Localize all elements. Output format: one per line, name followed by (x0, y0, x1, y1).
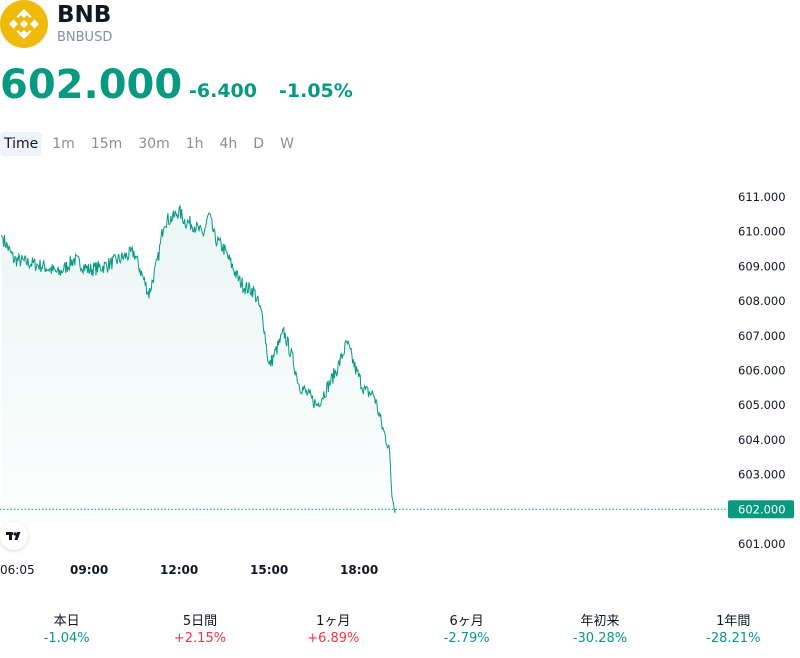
tab-30m[interactable]: 30m (138, 136, 170, 152)
perf-value: -28.21% (706, 631, 761, 646)
tab-time[interactable]: Time (0, 132, 43, 156)
tab-4h[interactable]: 4h (219, 136, 238, 152)
perf-label: 5日間 (182, 614, 218, 629)
perf-1m[interactable]: 1ヶ月 +6.89% (267, 610, 400, 646)
y-tick-label: 603.000 (738, 468, 786, 482)
last-price: 602.000 (0, 62, 183, 108)
perf-label: 1ヶ月 (316, 614, 351, 629)
bnb-logo (0, 0, 48, 48)
y-tick-label: 610.000 (738, 225, 786, 239)
x-tick-label: 09:00 (70, 563, 108, 577)
last-price-badge-label: 602.000 (738, 502, 786, 516)
x-tick-label: 15:00 (250, 563, 288, 577)
symbol-name: BNB (57, 2, 112, 28)
price-line (0, 204, 396, 513)
change-percent: -1.05% (279, 80, 353, 102)
x-tick-label: 06:05 (0, 563, 35, 577)
perf-value: +6.89% (307, 631, 360, 646)
y-tick-label: 604.000 (738, 433, 786, 447)
price-chart[interactable]: 611.000 610.000 609.000 608.000 607.000 606.0… (0, 180, 800, 590)
tab-d[interactable]: D (253, 136, 265, 152)
symbol-pair: BNBUSD (57, 30, 113, 45)
y-tick-label: 606.000 (738, 364, 786, 378)
tab-w[interactable]: W (280, 136, 294, 152)
y-tick-label: 605.000 (738, 398, 786, 412)
last-price-badge (728, 500, 794, 519)
tab-15m[interactable]: 15m (90, 136, 123, 152)
perf-6m[interactable]: 6ヶ月 -2.79% (400, 610, 533, 646)
tradingview-logo[interactable] (0, 522, 28, 550)
timeframe-tabs: Time 1m 15m 30m 1h 4h D W (0, 132, 302, 156)
perf-value: -1.04% (43, 631, 90, 646)
perf-label: 1年間 (716, 614, 751, 629)
y-tick-label: 608.000 (738, 294, 786, 308)
bnb-diamond-icon (9, 9, 39, 39)
perf-value: -30.28% (572, 631, 628, 646)
y-tick-label: 611.000 (738, 190, 786, 204)
perf-1y[interactable]: 1年間 -28.21% (667, 610, 800, 646)
perf-5d[interactable]: 5日間 +2.15% (133, 610, 266, 646)
tradingview-icon (6, 532, 21, 540)
perf-label: 年初来 (580, 614, 620, 629)
y-tick-label: 601.000 (738, 537, 786, 551)
change-absolute: -6.400 (189, 80, 257, 102)
perf-value: +2.15% (173, 631, 227, 646)
perf-label: 本日 (53, 614, 80, 629)
y-tick-label: 607.000 (738, 329, 786, 343)
perf-today[interactable]: 本日 -1.04% (0, 610, 133, 646)
perf-label: 6ヶ月 (449, 614, 484, 629)
tab-1h[interactable]: 1h (185, 136, 204, 152)
perf-ytd[interactable]: 年初来 -30.28% (533, 610, 666, 646)
x-tick-label: 18:00 (340, 563, 378, 577)
y-tick-label: 609.000 (738, 259, 786, 273)
performance-row: 本日 -1.04% 5日間 +2.15% 1ヶ月 +6.89% 6ヶ月 -2.7… (0, 610, 800, 646)
perf-value: -2.79% (443, 631, 490, 646)
x-tick-label: 12:00 (160, 563, 198, 577)
price-area-fill (1, 205, 396, 527)
tab-1m[interactable]: 1m (52, 136, 75, 152)
